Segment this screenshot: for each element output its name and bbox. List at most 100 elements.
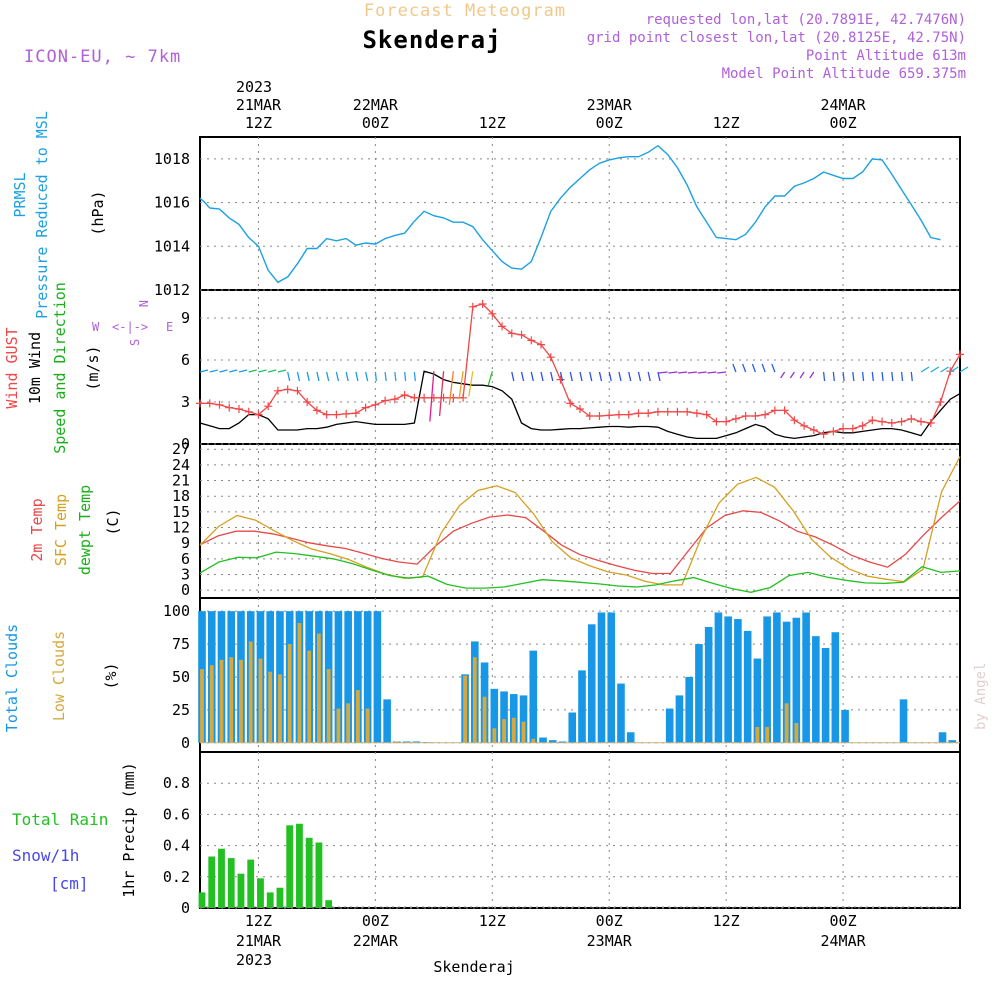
wind-panel: 0 3 6 9 Wind GUST 10m Wind Speed and Direction…: [3, 282, 969, 454]
y-tick-label: 1016: [154, 194, 190, 212]
station-name: Skenderaj: [362, 26, 501, 54]
low-cloud-bar: [258, 658, 263, 743]
low-cloud-bar: [336, 708, 341, 743]
wind-dir-arrow: [742, 363, 747, 373]
gust-marker: [780, 406, 789, 415]
rain-bar: [247, 859, 255, 908]
gust-marker: [478, 300, 487, 308]
wind-dir-arrow: [809, 371, 815, 379]
wind-dir-arrow: [458, 371, 464, 400]
low-cloud-bar: [229, 657, 234, 743]
rain-bar: [296, 823, 303, 908]
low-cloud-bar: [297, 623, 302, 743]
temp2m-title: 2m Temp: [28, 498, 46, 561]
total-cloud-bar: [938, 732, 947, 743]
low-cloud-bar: [307, 650, 312, 743]
wind-dir-arrow: [822, 371, 826, 382]
low-cloud-bar: [794, 723, 799, 743]
gust-marker: [566, 399, 575, 408]
total-cloud-bar: [802, 612, 810, 743]
gust-marker: [595, 412, 604, 420]
total-cloud-bar: [782, 621, 791, 743]
gust-marker: [264, 402, 273, 411]
temp-unit: (C): [104, 508, 122, 535]
wind-dir-arrow: [678, 371, 688, 374]
pressure-y-title: PRMSL: [11, 172, 29, 217]
wind-dir-arrow: [920, 366, 930, 373]
gust-marker: [371, 400, 380, 409]
wind-dir-arrow: [842, 371, 845, 382]
top-hour-label: 00Z: [830, 114, 857, 132]
rain-bar: [325, 900, 333, 908]
total-cloud-bar: [792, 617, 801, 743]
gust-marker: [770, 406, 779, 415]
gust-marker: [517, 330, 526, 339]
total-cloud-bar: [831, 632, 840, 743]
total-cloud-bar: [558, 741, 567, 743]
total-cloud-bar: [841, 709, 849, 743]
wind-dir-arrow: [668, 371, 678, 374]
wind-dir-arrow: [438, 371, 445, 417]
gust-marker: [868, 416, 877, 425]
dew-title: dewpt Temp: [76, 485, 94, 575]
low-cloud-bar: [346, 703, 351, 743]
gust-marker: [653, 407, 662, 416]
low-cloud-bar: [765, 726, 770, 743]
total-cloud-bar: [812, 636, 820, 743]
top-year-label: 2023: [236, 78, 272, 96]
wind-dir-arrow: [910, 371, 913, 382]
gust-marker: [254, 410, 263, 419]
rain-bar: [305, 837, 313, 908]
gridpoint-coords: grid point closest lon,lat (20.8125E, 42…: [587, 30, 966, 46]
low-cloud-bar: [239, 659, 243, 743]
wind-dir-arrow: [637, 371, 642, 382]
y-tick-label: 15: [172, 503, 190, 521]
total-cloud-bar: [899, 699, 908, 743]
y-tick-label: 100: [163, 602, 190, 620]
panel-frame: [199, 289, 961, 445]
wind-dir-arrow: [511, 371, 515, 382]
wind-dir-arrow: [589, 371, 593, 382]
gust-marker: [400, 391, 409, 399]
top-hour-label: 12Z: [713, 114, 740, 132]
total-cloud-bar: [763, 616, 771, 743]
gust-marker: [244, 407, 253, 416]
gust-marker: [907, 414, 916, 423]
wind-dir-arrow: [238, 369, 248, 373]
total-cloud-bar: [665, 708, 674, 743]
wind-dir-arrow: [219, 369, 228, 373]
wind-dir-arrow: [403, 371, 407, 382]
low-cloud-bar: [492, 728, 497, 743]
wind-dir-arrow: [540, 371, 544, 382]
panel-frame: [199, 136, 961, 291]
wind-dir-arrow: [306, 371, 310, 382]
gust-marker: [488, 309, 497, 318]
y-tick-label: 1012: [154, 281, 190, 299]
total-cloud-bar: [548, 740, 557, 743]
y-tick-label: 9: [181, 309, 190, 327]
gust-marker: [926, 419, 935, 427]
wind-dir-arrow: [940, 366, 949, 373]
wind-dir-arrow: [468, 371, 474, 397]
pressure-unit: (hPa): [89, 190, 107, 235]
low-cloud-bar: [482, 696, 487, 743]
gust-marker: [819, 430, 828, 439]
total-cloud-bar: [490, 688, 499, 743]
total-cloud-bar: [773, 612, 781, 743]
rain-bar: [257, 878, 264, 908]
wind-dir-arrow: [657, 371, 661, 382]
y-tick-label: 18: [172, 487, 190, 505]
wind-dir-arrow: [335, 371, 340, 382]
total-cloud-bar: [539, 737, 547, 743]
top-hour-label: 00Z: [596, 114, 623, 132]
total-cloud-bar: [402, 741, 411, 743]
gust-marker: [498, 322, 507, 331]
y-tick-label: 12: [172, 519, 190, 537]
wind-dir-arrow: [891, 371, 894, 382]
total-cloud-bar: [675, 695, 684, 743]
top-date-label: 24MAR: [820, 96, 866, 114]
temp2m-line: [199, 500, 961, 575]
wind-dir-arrow: [569, 371, 573, 382]
gust-marker: [722, 417, 731, 426]
